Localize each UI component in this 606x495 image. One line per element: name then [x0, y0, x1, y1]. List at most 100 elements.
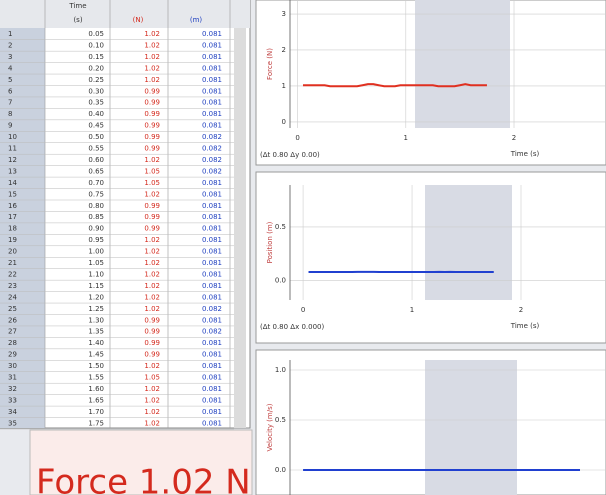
- y-axis-label: Velocity (m/s): [266, 403, 274, 451]
- row-number: 26: [8, 316, 17, 324]
- row-number: 5: [8, 76, 12, 84]
- table-cell: 0.081: [202, 408, 222, 416]
- table-cell: 0.99: [144, 339, 160, 347]
- table-cell: 0.081: [202, 293, 222, 301]
- y-tick-label: 0.0: [275, 466, 286, 474]
- table-cell: 1.15: [88, 282, 104, 290]
- row-number: 33: [8, 396, 17, 404]
- x-tick-label: 2: [512, 134, 516, 142]
- table-cell: 0.082: [202, 156, 222, 164]
- row-number: 24: [8, 293, 17, 301]
- table-cell: 0.55: [88, 145, 104, 153]
- table-cell: 1.02: [144, 362, 160, 370]
- y-tick-label: 0.5: [275, 416, 286, 424]
- table-cell: 0.99: [144, 225, 160, 233]
- table-cell: 0.90: [88, 225, 104, 233]
- table-cell: 1.02: [144, 293, 160, 301]
- table-cell: 0.081: [202, 374, 222, 382]
- table-cell: 1.02: [144, 64, 160, 72]
- x-tick-label: 0: [295, 134, 299, 142]
- table-cell: 1.02: [144, 30, 160, 38]
- table-cell: 0.05: [88, 30, 104, 38]
- table-cell: 0.082: [202, 305, 222, 313]
- row-number: 20: [8, 248, 17, 256]
- table-cell: 0.80: [88, 202, 104, 210]
- table-cell: 0.081: [202, 259, 222, 267]
- table-cell: 0.35: [88, 99, 104, 107]
- table-cell: 1.05: [144, 167, 160, 175]
- status: (Δt 0.80 Δy 0.00): [260, 151, 320, 159]
- y-tick-label: 1.0: [275, 366, 286, 374]
- table-cell: 0.081: [202, 316, 222, 324]
- row-number: 6: [8, 87, 13, 95]
- table-cell: 0.081: [202, 385, 222, 393]
- row-number: 8: [8, 110, 12, 118]
- table-cell: 0.082: [202, 145, 222, 153]
- row-number: 35: [8, 419, 17, 427]
- table-cell: 1.70: [88, 408, 104, 416]
- column-name: Time: [68, 2, 86, 10]
- table-cell: 1.10: [88, 270, 104, 278]
- table-cell: 0.25: [88, 76, 104, 84]
- table-header: [0, 0, 250, 28]
- row-number: 22: [8, 270, 17, 278]
- table-cell: 0.081: [202, 225, 222, 233]
- table-cell: 0.10: [88, 41, 104, 49]
- table-cell: 0.99: [144, 122, 160, 130]
- table-cell: 0.40: [88, 110, 104, 118]
- table-cell: 1.05: [144, 374, 160, 382]
- table-cell: 1.02: [144, 385, 160, 393]
- table-cell: 0.081: [202, 351, 222, 359]
- screen: Force 1.02 N Time(s)(N)(m)10.051.020.081…: [0, 0, 606, 495]
- force-meter: Force 1.02 N: [36, 463, 251, 495]
- table-cell: 1.02: [144, 270, 160, 278]
- row-number: 14: [8, 179, 17, 187]
- table-cell: 0.081: [202, 110, 222, 118]
- y-tick-label: 1: [282, 82, 286, 90]
- table-cell: 0.081: [202, 179, 222, 187]
- row-number: 3: [8, 53, 12, 61]
- row-number: 19: [8, 236, 17, 244]
- table-cell: 1.02: [144, 282, 160, 290]
- row-number: 28: [8, 339, 17, 347]
- row-number: 31: [8, 374, 17, 382]
- selection-region: [415, 0, 510, 128]
- y-axis-label: Force (N): [266, 48, 274, 80]
- x-tick-label: 1: [410, 306, 414, 314]
- x-axis-label: Time (s): [510, 322, 540, 330]
- column-unit: (m): [190, 16, 203, 24]
- table-cell: 1.02: [144, 41, 160, 49]
- row-number: 18: [8, 225, 17, 233]
- column-unit: (s): [73, 16, 82, 24]
- row-number: 29: [8, 351, 17, 359]
- table-cell: 0.082: [202, 167, 222, 175]
- table-cell: 0.082: [202, 328, 222, 336]
- table-cell: 1.05: [144, 179, 160, 187]
- table-cell: 1.35: [88, 328, 104, 336]
- table-cell: 0.99: [144, 328, 160, 336]
- y-tick-label: 0.5: [275, 223, 286, 231]
- table-cell: 1.25: [88, 305, 104, 313]
- table-cell: 0.081: [202, 41, 222, 49]
- row-number: 13: [8, 167, 17, 175]
- table-cell: 0.15: [88, 53, 104, 61]
- table-cell: 0.99: [144, 202, 160, 210]
- table-cell: 0.70: [88, 179, 104, 187]
- column-unit: (N): [133, 16, 144, 24]
- x-tick-label: 0: [301, 306, 305, 314]
- table-cell: 0.081: [202, 362, 222, 370]
- table-cell: 1.50: [88, 362, 104, 370]
- table-cell: 0.081: [202, 339, 222, 347]
- table-cell: 0.99: [144, 351, 160, 359]
- scrollbar[interactable]: [234, 28, 246, 428]
- row-number: 12: [8, 156, 17, 164]
- table-cell: 1.02: [144, 190, 160, 198]
- table-cell: 1.20: [88, 293, 104, 301]
- table-cell: 1.65: [88, 396, 104, 404]
- table-cell: 1.05: [88, 259, 104, 267]
- selection-region: [425, 185, 512, 300]
- table-cell: 0.99: [144, 316, 160, 324]
- table-cell: 1.02: [144, 408, 160, 416]
- table-cell: 1.02: [144, 76, 160, 84]
- table-cell: 1.02: [144, 156, 160, 164]
